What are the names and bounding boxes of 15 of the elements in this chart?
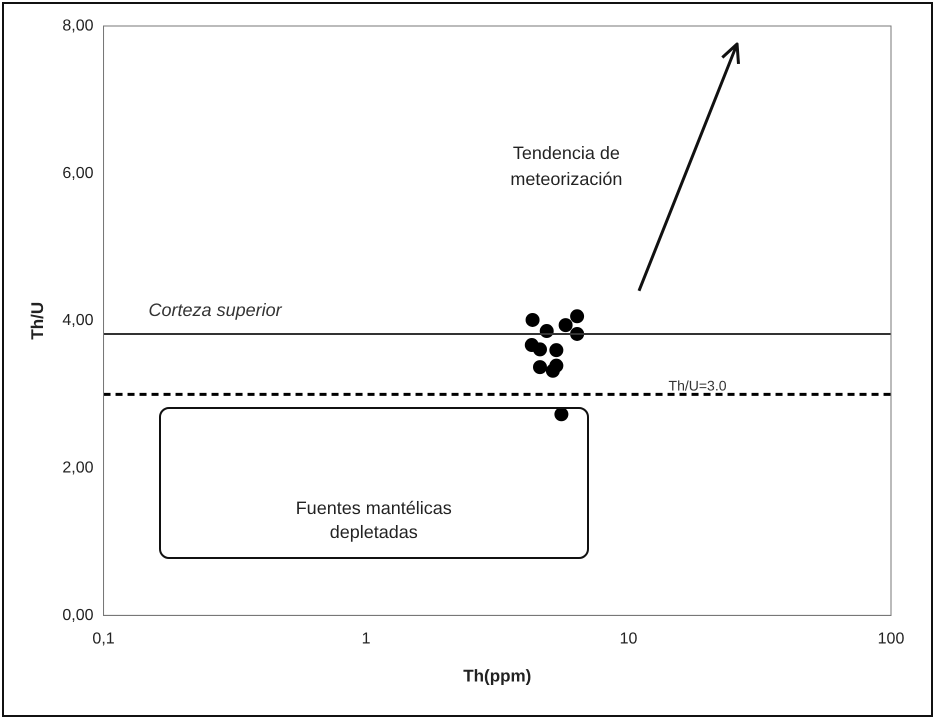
ref-line-label: Th/U=3.0 [668,377,727,394]
x-tick-label: 1 [362,630,371,648]
annotation: Fuentes mantélicas depletadas [294,497,453,544]
y-tick-label: 8,00 [62,17,94,34]
ref-line-label: Corteza superior [148,300,283,320]
x-axis-title: Th(ppm) [463,666,532,686]
annotation: Tendencia de meteorización [509,142,624,192]
y-axis-title: Th/U [28,302,47,340]
y-tick-label: 2,00 [62,459,94,476]
y-tick-label: 0,00 [62,606,94,624]
y-tick-label: 6,00 [62,164,94,182]
x-tick-label: 10 [620,630,638,648]
x-tick-label: 0,1 [92,630,115,648]
x-tick-label: 100 [878,630,904,648]
y-tick-label: 4,00 [62,312,94,330]
